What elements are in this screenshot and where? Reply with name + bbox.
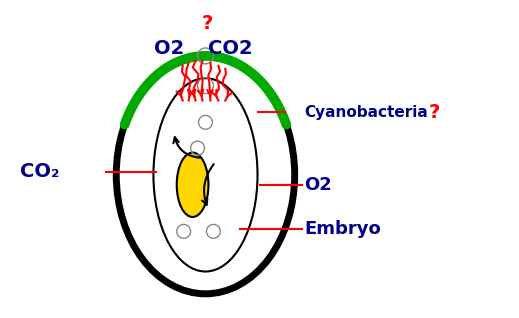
Text: O2: O2 bbox=[305, 176, 332, 194]
Text: CO₂: CO₂ bbox=[20, 162, 60, 181]
Ellipse shape bbox=[177, 153, 209, 217]
Text: Embryo: Embryo bbox=[305, 220, 381, 238]
Text: CO2: CO2 bbox=[209, 39, 253, 59]
Text: O2: O2 bbox=[154, 39, 184, 59]
Text: ?: ? bbox=[202, 14, 213, 33]
Text: Cyanobacteria: Cyanobacteria bbox=[305, 105, 428, 120]
Text: ?: ? bbox=[429, 103, 440, 122]
